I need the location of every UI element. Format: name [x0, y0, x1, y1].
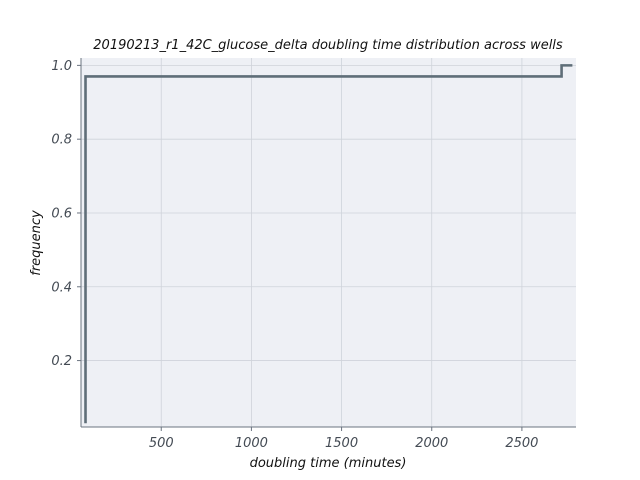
y-tick-label: 0.8 [51, 133, 72, 148]
y-tick-label: 0.4 [51, 280, 72, 295]
x-tick-label: 2000 [415, 436, 448, 451]
x-tick-label: 1000 [235, 436, 268, 451]
plot-area [81, 58, 576, 427]
y-tick-label: 1.0 [51, 59, 72, 74]
x-tick-label: 500 [149, 436, 174, 451]
x-axis-label: doubling time (minutes) [250, 456, 407, 471]
grid-lines [81, 58, 576, 427]
ecdf-step-line [84, 64, 573, 424]
series-layer [84, 64, 573, 424]
tick-labels: 500 1000 1500 2000 2500 0.2 0.4 0.6 0.8 1.0 [51, 59, 538, 451]
y-tick-label: 0.2 [51, 354, 72, 369]
chart-title: 20190213_r1_42C_glucose_delta doubling t… [93, 38, 563, 53]
x-tick-label: 1500 [325, 436, 358, 451]
axes [77, 58, 576, 431]
y-tick-label: 0.6 [51, 206, 72, 221]
y-axis-label: frequency [29, 210, 44, 276]
x-tick-label: 2500 [505, 436, 538, 451]
